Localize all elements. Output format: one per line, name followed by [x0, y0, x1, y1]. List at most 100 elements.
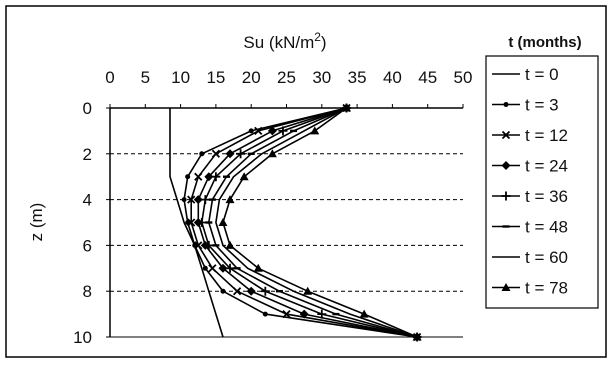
- data-point: [501, 161, 511, 170]
- data-point: [290, 129, 298, 133]
- data-point: [212, 244, 220, 247]
- data-point: [501, 130, 511, 140]
- data-point: [260, 286, 270, 296]
- data-point: [501, 191, 511, 201]
- data-point: [503, 102, 509, 107]
- data-point: [197, 218, 207, 227]
- data-point: [181, 197, 187, 203]
- legend-item: t = 48: [492, 218, 568, 237]
- gridlines: [110, 153, 463, 292]
- data-point: [225, 263, 235, 273]
- series-group: [169, 103, 422, 342]
- legend-label: t = 78: [525, 279, 568, 298]
- series-line: [169, 108, 224, 338]
- data-point: [248, 128, 254, 134]
- x-tick-label: 30: [312, 68, 331, 87]
- data-point: [193, 195, 203, 205]
- data-point: [200, 195, 210, 205]
- legend-item: t = 0: [492, 65, 559, 84]
- legend-item: t = 12: [492, 126, 568, 145]
- data-point: [208, 198, 216, 201]
- legend-item: t = 3: [492, 96, 559, 115]
- data-point: [194, 241, 203, 250]
- data-point: [185, 174, 191, 180]
- series-0: [169, 108, 224, 338]
- data-point: [202, 265, 208, 271]
- legend-item: t = 36: [492, 187, 568, 206]
- data-point: [501, 283, 511, 291]
- x-tick-label: 15: [206, 68, 225, 87]
- data-point: [187, 218, 196, 227]
- data-point: [220, 288, 226, 294]
- x-tick-label: 10: [171, 68, 190, 87]
- data-point: [218, 218, 228, 226]
- legend: t = 0 t = 3 t = 12 t = 24 t = 36 t = 48 t = 60…: [492, 65, 568, 298]
- data-point: [253, 263, 263, 272]
- legend-item: t = 24: [492, 157, 568, 176]
- data-point: [199, 151, 205, 157]
- legend-box: [485, 55, 599, 309]
- legend-label: t = 24: [525, 157, 568, 176]
- data-point: [502, 225, 510, 228]
- data-point: [303, 286, 313, 295]
- data-point: [246, 286, 256, 296]
- data-point: [233, 267, 241, 270]
- data-point: [204, 172, 214, 182]
- data-point: [239, 172, 249, 181]
- y-axis-label: z (m): [27, 203, 46, 242]
- data-point: [247, 152, 255, 155]
- data-point: [218, 263, 228, 273]
- legend-item: t = 60: [492, 248, 568, 267]
- legend-label: t = 60: [525, 248, 568, 267]
- legend-label: t = 48: [525, 218, 568, 237]
- data-point: [267, 126, 277, 136]
- x-tick-label: 20: [242, 68, 261, 87]
- data-point: [211, 172, 221, 182]
- x-tick-label: 40: [383, 68, 402, 87]
- data-point: [359, 309, 369, 318]
- data-point: [342, 103, 352, 112]
- data-point: [225, 195, 235, 204]
- data-point: [317, 309, 327, 319]
- data-point: [225, 240, 235, 249]
- data-point: [332, 312, 340, 316]
- x-tick-label: 45: [418, 68, 437, 87]
- legend-label: t = 36: [525, 187, 568, 206]
- y-tick-label: 2: [83, 145, 92, 164]
- series-6: [215, 107, 418, 338]
- data-point: [299, 309, 309, 319]
- data-point: [262, 311, 268, 317]
- data-point: [211, 149, 221, 158]
- data-point: [204, 240, 214, 250]
- data-point: [208, 264, 217, 273]
- data-point: [205, 221, 213, 224]
- axes: [106, 104, 464, 338]
- x-axis-label: Su (kN/m2): [243, 30, 326, 52]
- series-line: [215, 107, 418, 338]
- data-point: [222, 175, 230, 178]
- y-tick-label: 10: [73, 328, 92, 347]
- data-point: [187, 195, 196, 204]
- x-tick-label: 0: [105, 68, 114, 87]
- x-tick-label: 25: [277, 68, 296, 87]
- y-tick-label: 0: [83, 99, 92, 118]
- y-tick-label: 6: [83, 236, 92, 255]
- legend-title: t (months): [508, 34, 581, 51]
- data-point: [225, 149, 235, 159]
- data-point: [282, 309, 291, 319]
- x-tick-label: 5: [141, 68, 150, 87]
- data-point: [194, 172, 203, 181]
- data-point: [278, 126, 288, 136]
- data-point: [254, 126, 263, 136]
- data-point: [275, 290, 283, 293]
- x-tick-labels: 0 5 10 15 20 25 30 35 40 45 50: [105, 68, 472, 87]
- legend-label: t = 0: [525, 65, 559, 84]
- data-point: [412, 332, 422, 341]
- data-point: [267, 149, 277, 158]
- legend-label: t = 3: [525, 96, 559, 115]
- x-tick-label: 50: [454, 68, 473, 87]
- y-tick-labels: 0 2 4 6 8 10: [73, 99, 92, 347]
- series-7: [218, 103, 422, 341]
- legend-item: t = 78: [492, 279, 568, 298]
